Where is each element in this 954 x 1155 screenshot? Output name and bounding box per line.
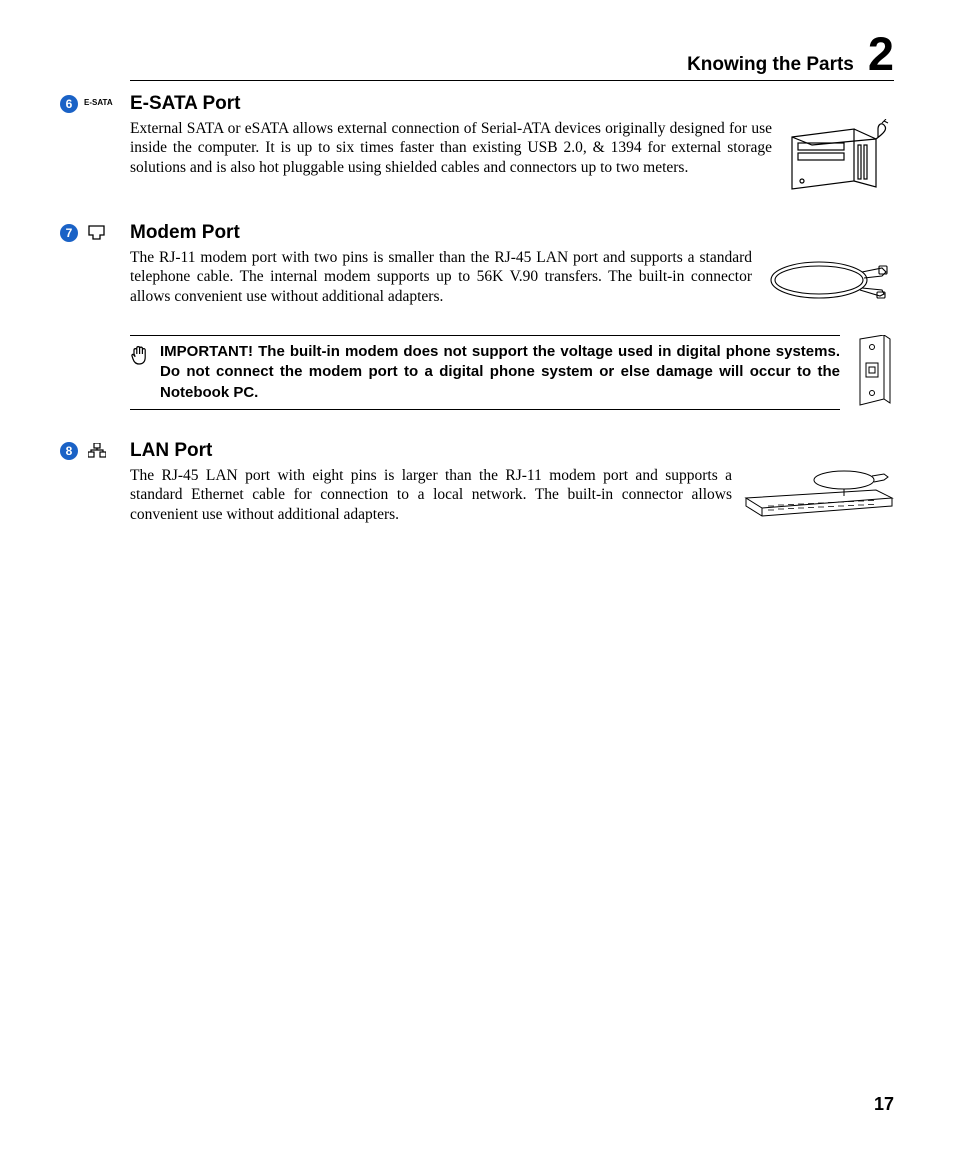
important-label: IMPORTANT! [160, 343, 253, 360]
bullet-6: 6 [60, 95, 78, 113]
page-header: Knowing the Parts 2 [130, 30, 894, 81]
page-number: 17 [874, 1094, 894, 1115]
external-drive-icon [784, 119, 894, 204]
hand-stop-icon [130, 344, 150, 403]
bullet-8: 8 [60, 442, 78, 460]
modem-port-icon [88, 225, 105, 245]
lan-port-icon [88, 443, 106, 463]
section-bullet-area: 8 [60, 440, 130, 463]
important-row: IMPORTANT! The built-in modem does not s… [130, 335, 894, 412]
chapter-number: 2 [868, 30, 894, 77]
important-box: IMPORTANT! The built-in modem does not s… [130, 335, 840, 410]
lan-title: LAN Port [130, 440, 894, 462]
esata-text: External SATA or eSATA allows external c… [130, 119, 772, 177]
esata-label-icon: E-SATA [84, 98, 113, 107]
esata-title: E-SATA Port [130, 93, 894, 115]
network-switch-icon [744, 466, 894, 526]
modem-title: Modem Port [130, 222, 894, 244]
header-title: Knowing the Parts [687, 54, 854, 76]
section-esata: 6 E-SATA E-SATA Port External SATA or eS… [60, 93, 894, 204]
section-bullet-area: 6 E-SATA [60, 93, 130, 113]
phone-cable-icon [764, 248, 894, 313]
bullet-7: 7 [60, 224, 78, 242]
lan-text: The RJ-45 LAN port with eight pins is la… [130, 466, 732, 524]
section-bullet-area: 7 [60, 222, 130, 245]
modem-text: The RJ-11 modem port with two pins is sm… [130, 248, 752, 306]
wall-jack-icon [854, 335, 894, 412]
important-text: The built-in modem does not support the … [160, 343, 840, 401]
section-modem: 7 Modem Port The RJ-11 modem port with t… [60, 222, 894, 313]
section-lan: 8 LAN Port The RJ-45 LAN port with eight… [60, 440, 894, 526]
